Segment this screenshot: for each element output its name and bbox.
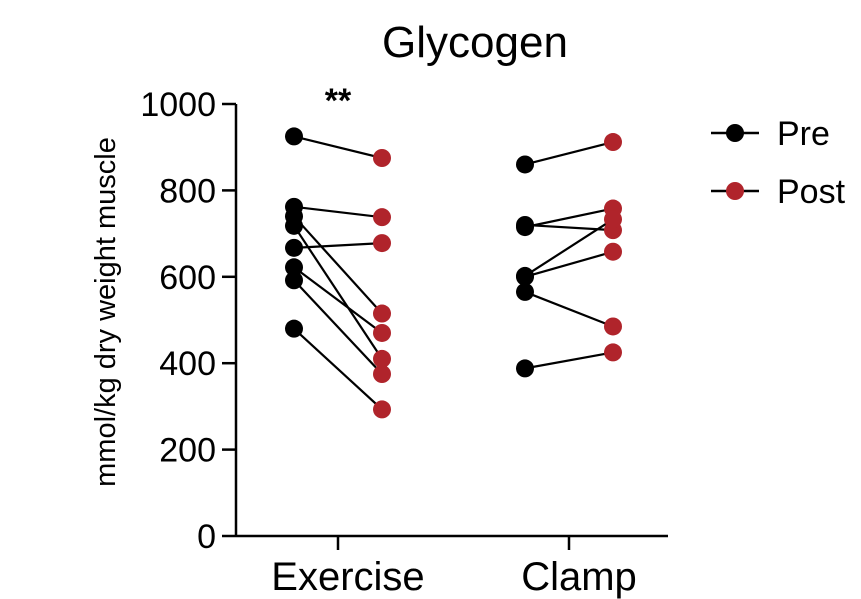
significance-annotation: ** bbox=[325, 82, 352, 120]
pre-point bbox=[516, 359, 534, 378]
y-tick-label: 200 bbox=[159, 432, 216, 470]
pre-point bbox=[516, 155, 534, 174]
chart-title: Glycogen bbox=[382, 18, 568, 67]
pre-point bbox=[516, 267, 534, 286]
pair-line bbox=[293, 279, 383, 375]
y-tick-label: 400 bbox=[159, 345, 216, 383]
annotations: ** bbox=[325, 82, 352, 120]
y-tick-label: 600 bbox=[159, 259, 216, 297]
legend-label: Pre bbox=[777, 115, 830, 153]
pre-point bbox=[285, 258, 303, 277]
x-category-label: Clamp bbox=[521, 555, 637, 599]
pre-point bbox=[285, 127, 303, 146]
pre-point bbox=[285, 238, 303, 257]
post-point bbox=[373, 349, 391, 368]
pair-line bbox=[524, 351, 614, 370]
paired-lines bbox=[293, 135, 614, 411]
y-tick-label: 800 bbox=[159, 172, 216, 210]
pair-line bbox=[293, 205, 383, 219]
y-tick-label: 0 bbox=[197, 518, 216, 556]
pair-line bbox=[524, 290, 614, 328]
y-ticks: 0 200 400 600 800 1000 bbox=[140, 86, 236, 556]
post-point bbox=[373, 304, 391, 323]
pair-line bbox=[524, 207, 614, 229]
x-ticks: Exercise Clamp bbox=[271, 536, 637, 599]
pair-line bbox=[293, 215, 383, 315]
post-point bbox=[604, 343, 622, 362]
legend-marker bbox=[726, 182, 744, 200]
legend: Pre Post bbox=[711, 115, 846, 211]
pair-line bbox=[524, 250, 614, 278]
post-point bbox=[373, 208, 391, 227]
post-point bbox=[604, 317, 622, 336]
pre-point bbox=[516, 218, 534, 237]
post-point bbox=[604, 242, 622, 261]
pre-point bbox=[285, 319, 303, 338]
post-point bbox=[604, 210, 622, 229]
data-points bbox=[285, 127, 622, 419]
post-point bbox=[604, 133, 622, 152]
post-point bbox=[373, 365, 391, 383]
legend-marker bbox=[726, 124, 744, 142]
post-point bbox=[373, 149, 391, 167]
post-point bbox=[373, 400, 391, 419]
pair-line bbox=[524, 218, 614, 277]
pre-point bbox=[285, 271, 303, 290]
pre-point bbox=[516, 282, 534, 301]
pair-line bbox=[293, 135, 383, 160]
y-axis-label: mmol/kg dry weight muscle bbox=[90, 137, 122, 487]
y-tick-label: 1000 bbox=[140, 86, 216, 124]
post-point bbox=[373, 234, 391, 253]
pair-line bbox=[293, 242, 383, 249]
post-point bbox=[373, 323, 391, 342]
pair-line bbox=[524, 140, 614, 166]
legend-label: Post bbox=[777, 173, 846, 211]
axes bbox=[234, 104, 668, 538]
pre-point bbox=[285, 216, 303, 235]
x-category-label: Exercise bbox=[271, 555, 424, 599]
pair-line bbox=[293, 327, 383, 411]
pair-line bbox=[293, 266, 383, 334]
